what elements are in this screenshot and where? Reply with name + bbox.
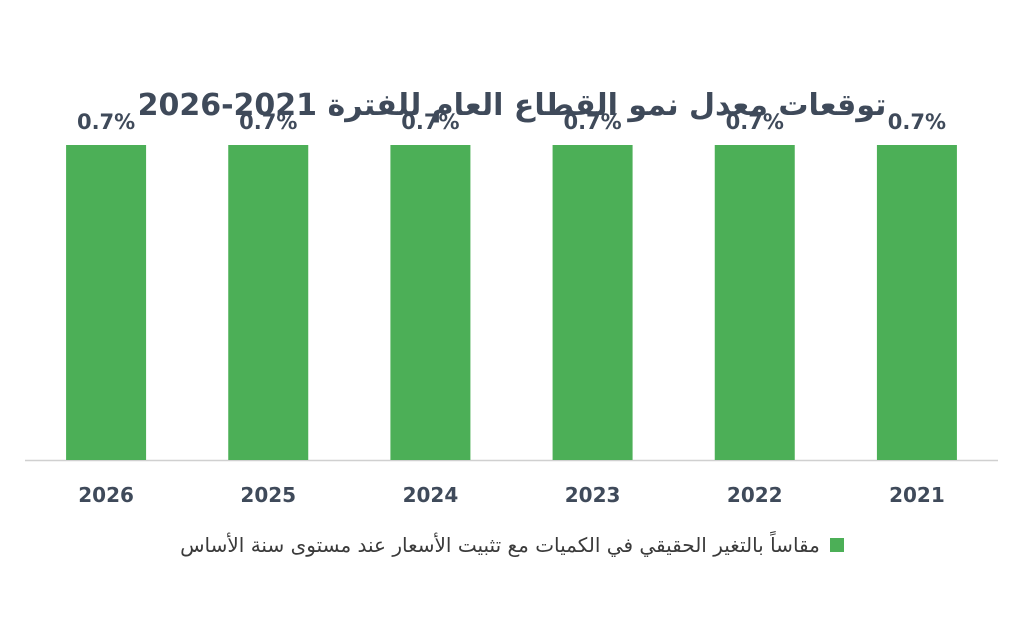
data-label-2024: 0.7% [401,110,459,134]
data-label-2023: 0.7% [563,110,621,134]
data-label-2025: 0.7% [239,110,297,134]
legend: مقاساً بالتغير الحقيقي في الكميات مع تثب… [0,533,1024,557]
bar-2023 [552,145,633,460]
x-tick-label-2023: 2023 [565,483,621,507]
bar-2024 [390,145,471,460]
data-label-2022: 0.7% [726,110,784,134]
chart-title: توقعات معدل نمو القطاع العام للفترة 2021… [137,88,887,123]
bar-2025 [228,145,309,460]
bar-2026 [66,145,147,460]
bar-2021 [876,145,957,460]
x-tick-label-2022: 2022 [727,483,783,507]
bar-2022 [714,145,795,460]
legend-label: مقاساً بالتغير الحقيقي في الكميات مع تثب… [180,533,820,557]
data-label-2026: 0.7% [77,110,135,134]
x-tick-label-2021: 2021 [889,483,945,507]
x-tick-label-2026: 2026 [78,483,134,507]
legend-swatch [829,538,844,552]
x-tick-label-2025: 2025 [240,483,296,507]
data-label-2021: 0.7% [888,110,946,134]
x-tick-label-2024: 2024 [403,483,459,507]
